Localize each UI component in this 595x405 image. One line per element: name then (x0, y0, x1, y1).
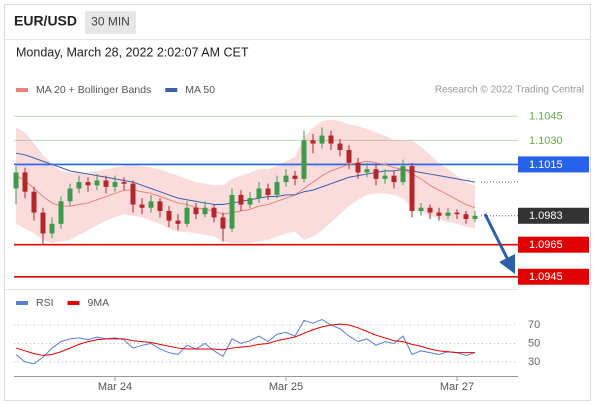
candle-body (220, 217, 226, 229)
legend-label: MA 20 + Bollinger Bands (36, 84, 151, 96)
ma-line (15, 152, 476, 206)
candle-body (265, 188, 271, 195)
level-badge (518, 268, 589, 285)
candle-body (211, 207, 217, 218)
candle-body (310, 140, 316, 144)
candle-body (148, 201, 154, 208)
level-badge (518, 156, 589, 173)
candle-body (103, 180, 109, 187)
rsi-line (15, 318, 476, 365)
candle-body (301, 140, 307, 179)
x-tick-label: Mar 27 (440, 381, 474, 393)
candle-body (67, 188, 73, 202)
candle-body (427, 207, 433, 213)
candle-body (292, 175, 298, 179)
candle-body (130, 183, 136, 205)
timeframe: 30 MIN (91, 15, 130, 29)
level-badge (518, 236, 589, 253)
legend-swatch (16, 301, 28, 305)
ma-line (15, 160, 476, 215)
x-tick-label: Mar 25 (269, 381, 303, 393)
candle-body (472, 215, 478, 219)
candle-body (436, 212, 442, 216)
bollinger-band (16, 119, 475, 244)
x-tick-label: Mar 24 (98, 381, 132, 393)
candle-body (283, 175, 289, 183)
legend-swatch (16, 88, 28, 92)
candle-body (94, 180, 100, 186)
candle-body (364, 169, 370, 173)
candle-body (382, 175, 388, 179)
candle-body (31, 191, 37, 213)
candle-body (229, 194, 235, 229)
legend-label: RSI (36, 297, 54, 309)
candle-body (256, 188, 262, 199)
legend-swatch (165, 88, 178, 92)
source: Research © 2022 Trading Central (435, 85, 584, 96)
level-label: 1.0965 (529, 239, 563, 251)
candle-body (319, 135, 325, 144)
candle-body (13, 172, 19, 189)
candle-body (454, 212, 460, 215)
candle-body (463, 214, 469, 219)
candle-body (328, 135, 334, 144)
candle-body (40, 212, 46, 234)
level-label: 1.1030 (529, 135, 563, 147)
candle-body (202, 207, 208, 215)
candle-body (121, 182, 127, 184)
candle-body (409, 166, 415, 211)
candle-body (238, 194, 244, 205)
candle-body (58, 201, 64, 224)
candle-body (247, 198, 253, 205)
candle-body (166, 210, 172, 221)
candle-body (346, 149, 352, 163)
candle-body (85, 182, 91, 186)
candle-body (49, 223, 55, 234)
candle-body (391, 175, 397, 183)
rsi-line (15, 323, 475, 356)
y-tick-label: 50 (528, 337, 540, 349)
candle-body (445, 212, 451, 216)
legend-label: 9MA (88, 297, 110, 309)
level-label: 1.0983 (529, 210, 563, 222)
candle-body (373, 169, 379, 179)
timeframe-badge (85, 11, 136, 34)
timestamp: Monday, March 28, 2022 2:02:07 AM CET (16, 45, 249, 59)
candle-body (157, 201, 163, 211)
candle-body (400, 166, 406, 183)
level-label: 1.1015 (529, 159, 563, 171)
forecast-arrow (483, 213, 516, 275)
candle-body (22, 172, 28, 192)
candle-body (76, 182, 82, 189)
legend-label: MA 50 (185, 84, 215, 96)
bands-layer (14, 115, 518, 363)
legend-swatch (67, 301, 80, 305)
level-label: 1.1045 (529, 111, 563, 123)
main-layer: 1.1045 1.1030 1.1015 1.0983 1.0965 1.0945 MA 2… (13, 84, 589, 393)
candle-body (355, 162, 361, 173)
candle-body (112, 182, 118, 187)
candle-body (418, 207, 424, 211)
candle-body (139, 204, 145, 208)
level-badge (518, 207, 589, 224)
candle-body (337, 143, 343, 150)
candle-body (175, 220, 181, 224)
y-tick-label: 30 (528, 356, 540, 368)
level-label: 1.0945 (529, 271, 563, 283)
candle-body (274, 182, 280, 195)
y-tick-label: 70 (528, 319, 540, 331)
candle-body (193, 207, 199, 215)
symbol: EUR/USD (14, 13, 77, 29)
candle-body (184, 207, 190, 224)
